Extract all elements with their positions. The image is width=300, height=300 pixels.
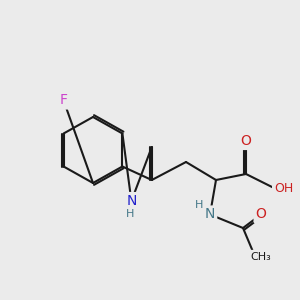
Text: OH: OH [274, 182, 293, 196]
Text: H: H [195, 200, 204, 211]
Text: H: H [126, 208, 134, 219]
Text: O: O [256, 208, 266, 221]
Text: CH₃: CH₃ [250, 251, 271, 262]
Text: F: F [60, 94, 68, 107]
Text: N: N [126, 194, 136, 208]
Text: O: O [241, 134, 251, 148]
Text: N: N [205, 208, 215, 221]
